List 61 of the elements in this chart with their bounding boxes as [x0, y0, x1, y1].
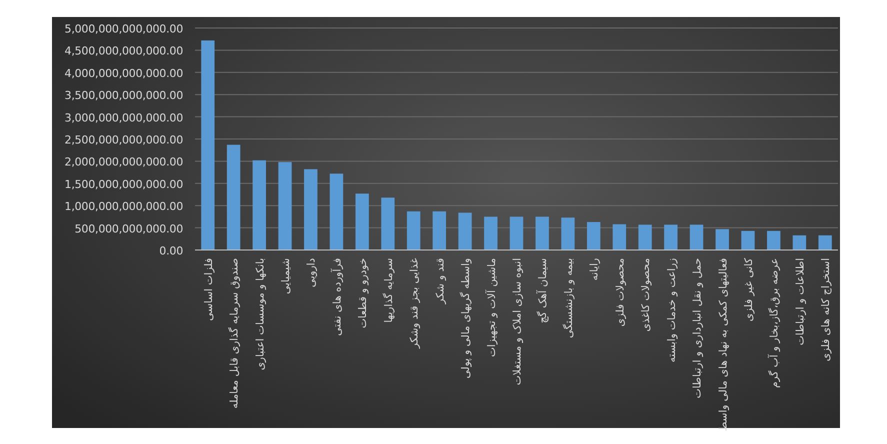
y-tick-label: 2,500,000,000,000.00: [64, 134, 184, 146]
bar: [432, 211, 446, 250]
x-tick-label: کانی غیر فلزی: [742, 258, 755, 322]
bar: [458, 212, 472, 250]
y-tick-label: 0.00: [159, 244, 184, 258]
bar: [664, 224, 678, 250]
bar: [792, 235, 806, 250]
x-tick-label: خودرو و قطعات: [357, 258, 370, 328]
bar: [252, 160, 266, 250]
bar: [638, 224, 652, 250]
x-tick-label: فعالیتهای کمکی به نهاد های مالی واسط: [717, 258, 730, 432]
x-tick-label: رایانه: [588, 258, 601, 281]
bar: [381, 198, 395, 250]
y-tick-label: 500,000,000,000.00: [74, 222, 184, 236]
x-tick-label: محصولات فلزی: [614, 258, 626, 327]
bar: [612, 224, 626, 250]
x-tick-label: شیمیایی: [280, 258, 292, 294]
x-tick-label: سرمایه گذاریها: [382, 258, 395, 323]
x-tick-label: بانکها و موسسات اعتباری: [254, 258, 266, 370]
bar: [741, 230, 755, 250]
y-tick-label: 4,000,000,000,000.00: [64, 66, 184, 80]
y-tick-label: 5,000,000,000,000.00: [64, 22, 184, 36]
x-tick-label: واسطه گریهای مالی و پولی: [459, 258, 472, 378]
x-tick-label: دارویی: [306, 258, 318, 288]
y-tick-label: 4,500,000,000,000.00: [64, 44, 184, 58]
y-tick-label: 1,500,000,000,000.00: [64, 178, 184, 191]
bar: [818, 235, 832, 250]
x-tick-label: ماشین آلات و تجهیزات: [484, 258, 498, 357]
bar: [406, 211, 420, 250]
bar: [484, 216, 498, 250]
bar: [278, 162, 292, 250]
bar: [586, 222, 600, 250]
x-tick-label: محصولات کاغذی: [640, 258, 652, 332]
x-tick-label: انبوه سازی املاک و مستغلات: [512, 258, 524, 386]
x-tick-label: حمل و نقل انبارداری و ارتباطات: [692, 258, 704, 398]
bar: [510, 216, 524, 250]
x-tick-label: استخراج کانه های فلزی: [820, 258, 832, 362]
x-tick-label: فرآورده های نفتی: [330, 258, 344, 336]
x-tick-label: زراعت و خدمات وابسته: [666, 258, 678, 363]
bar: [716, 229, 729, 250]
x-tick-label: صندوق سرمایه گذاری قابل معامله: [228, 258, 241, 409]
bar: [536, 216, 549, 250]
x-tick-label: فلزات اساسی: [202, 258, 215, 321]
bar: [201, 40, 215, 250]
y-tick-label: 3,000,000,000,000.00: [64, 111, 184, 124]
x-tick-label: غذایی بجز قند وشکر: [408, 257, 421, 350]
y-tick-label: 1,000,000,000,000.00: [64, 200, 184, 214]
x-tick-label: قند و شکر: [434, 258, 446, 305]
y-tick-label: 3,500,000,000,000.00: [64, 89, 184, 102]
bar: [767, 230, 780, 250]
y-tick-label: 2,000,000,000,000.00: [64, 156, 184, 169]
x-tick-label: اطلاعات و ارتباطات: [794, 258, 806, 346]
bar: [690, 224, 704, 250]
x-tick-label: سیمان آهک گچ: [536, 258, 550, 324]
bar: [226, 144, 240, 250]
x-tick-label: بیمه و بازنشستگی: [562, 258, 575, 338]
bar: [304, 169, 318, 250]
x-tick-label: عرضه برق،گاز،بخار و آب گرم: [768, 258, 781, 388]
bar: [355, 194, 369, 250]
bar: [330, 174, 344, 250]
bar: [561, 218, 575, 250]
